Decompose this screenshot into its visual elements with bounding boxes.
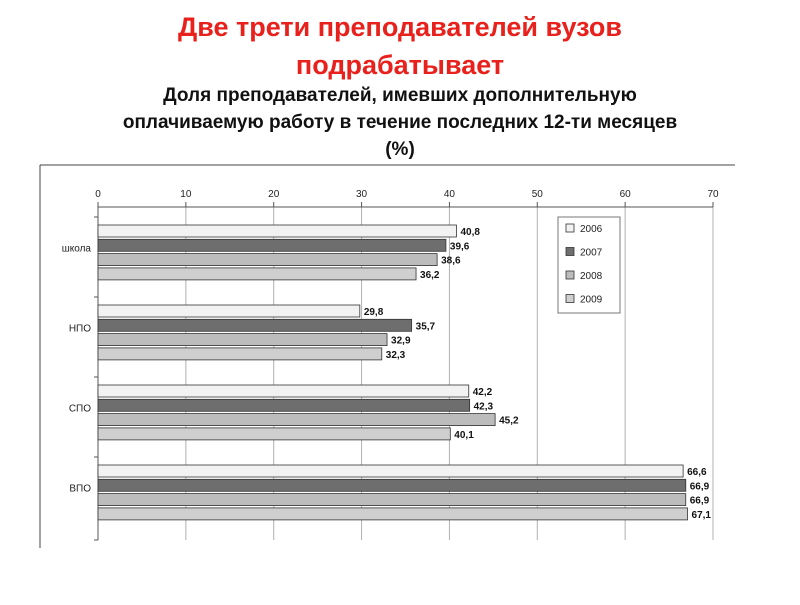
data-label: 32,3 (386, 350, 406, 361)
bar-2008 (97, 333, 388, 347)
data-label: 39,6 (450, 241, 470, 252)
legend-label: 2008 (580, 271, 603, 282)
bar-2006 (97, 304, 361, 318)
bar-2008 (97, 493, 687, 507)
legend-swatch-2008 (565, 270, 575, 280)
bar-2006 (97, 224, 457, 238)
category-label: школа (62, 244, 92, 255)
category-label: ВПО (69, 484, 91, 495)
x-tick-label: 10 (180, 189, 192, 200)
legend-label: 2009 (580, 295, 603, 306)
data-label: 45,2 (499, 416, 519, 427)
bar-2008 (97, 253, 438, 267)
data-label: 40,8 (460, 227, 480, 238)
x-tick-label: 40 (444, 189, 456, 200)
data-label: 42,2 (473, 387, 493, 398)
title-line-1: Две трети преподавателей вузов (178, 12, 622, 42)
x-tick-label: 50 (532, 189, 544, 200)
data-label: 42,3 (474, 401, 494, 412)
chart-subtitle: Доля преподавателей, имевших дополнитель… (0, 82, 800, 163)
bar-2006 (97, 384, 470, 398)
data-label: 29,8 (364, 307, 384, 318)
data-label: 67,1 (692, 510, 712, 521)
data-label: 38,6 (441, 256, 461, 267)
legend-label: 2007 (580, 248, 603, 259)
bar-2007 (97, 478, 687, 492)
bar-2009 (97, 267, 417, 281)
x-tick-label: 20 (268, 189, 280, 200)
page-title: Две трети преподавателей вузов подрабаты… (0, 8, 800, 84)
data-label: 66,6 (687, 467, 707, 478)
bar-2009 (97, 427, 451, 441)
x-tick-label: 70 (707, 189, 719, 200)
bar-2009 (97, 347, 383, 361)
subtitle-line-2: оплачиваемую работу в течение последних … (122, 112, 678, 133)
data-label: 40,1 (454, 430, 474, 441)
bar-2009 (97, 507, 688, 521)
bar-2006 (97, 464, 684, 478)
subtitle-line-3: (%) (385, 139, 415, 160)
category-label: СПО (69, 404, 91, 415)
data-label: 35,7 (416, 321, 436, 332)
bar-2007 (97, 318, 413, 332)
bar-2008 (97, 413, 496, 427)
title-line-2: подрабатывает (295, 50, 505, 80)
legend-label: 2006 (580, 224, 603, 235)
x-tick-label: 0 (95, 189, 101, 200)
category-label: НПО (69, 324, 91, 335)
x-tick-label: 60 (620, 189, 632, 200)
data-label: 36,2 (420, 270, 440, 281)
bar-2007 (97, 238, 447, 252)
legend-swatch-2009 (565, 294, 575, 303)
legend-swatch-2006 (565, 223, 575, 233)
x-tick-label: 30 (356, 189, 368, 200)
data-label: 32,9 (391, 336, 411, 347)
subtitle-line-1: Доля преподавателей, имевших дополнитель… (163, 85, 637, 106)
bar-2007 (97, 398, 471, 412)
data-label: 66,9 (690, 481, 710, 492)
legend-swatch-2007 (565, 247, 575, 256)
data-label: 66,9 (690, 496, 710, 507)
